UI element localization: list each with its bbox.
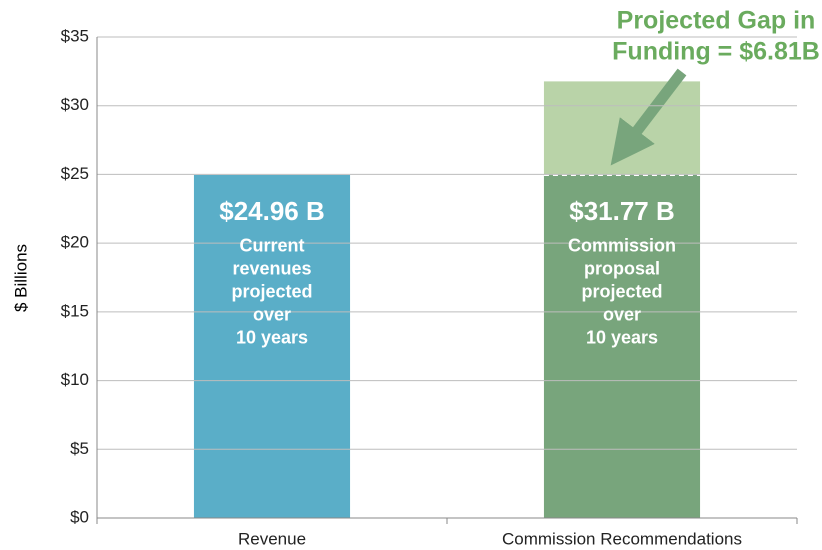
bar-description: Commission xyxy=(568,236,676,256)
y-tick-label: $10 xyxy=(61,370,89,389)
bar-description: projected xyxy=(581,282,662,302)
annotation-arrow xyxy=(610,68,687,166)
bar-description: Current xyxy=(239,236,304,256)
y-tick-label: $35 xyxy=(61,26,89,45)
x-tick-label: Commission Recommendations xyxy=(502,529,742,548)
y-tick-label: $15 xyxy=(61,301,89,320)
bar xyxy=(193,174,351,519)
y-tick-label: $25 xyxy=(61,164,89,183)
bar-description: over xyxy=(253,305,291,325)
bar-description: over xyxy=(603,305,641,325)
y-axis-label: $ Billions xyxy=(11,244,30,312)
bar-description: projected xyxy=(231,282,312,302)
bar xyxy=(543,174,701,519)
y-tick-label: $0 xyxy=(70,507,89,526)
y-tick-label: $5 xyxy=(70,439,89,458)
y-tick-label: $20 xyxy=(61,233,89,252)
annotation-text: Projected Gap in xyxy=(617,7,816,35)
value-label: $31.77 B xyxy=(569,196,675,226)
y-tick-label: $30 xyxy=(61,95,89,114)
x-tick-label: Revenue xyxy=(238,529,306,548)
bar-description: 10 years xyxy=(236,328,308,348)
value-label: $24.96 B xyxy=(219,196,325,226)
bar-gap-segment xyxy=(543,81,701,175)
bar-description: 10 years xyxy=(586,328,658,348)
annotation-text: Funding = $6.81B xyxy=(612,38,820,66)
bar-description: revenues xyxy=(232,259,311,279)
bar-description: proposal xyxy=(584,259,660,279)
